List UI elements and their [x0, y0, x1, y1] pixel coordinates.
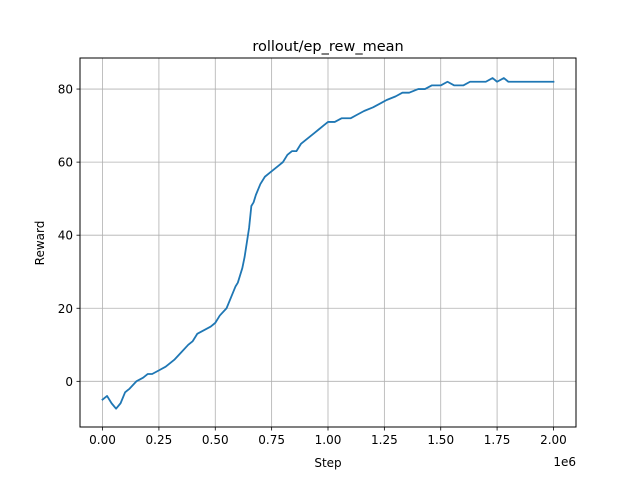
x-tick-label: 1.75 — [484, 433, 511, 447]
y-tick-label: 60 — [58, 156, 73, 170]
series-line — [101, 77, 555, 410]
y-tick-label: 80 — [58, 83, 73, 97]
y-axis-label: Reward — [33, 221, 47, 266]
y-axis-ticks: 0 20 40 60 80 — [58, 83, 80, 389]
x-tick-label: 0.25 — [146, 433, 173, 447]
x-tick-label: 0.00 — [89, 433, 116, 447]
x-tick-label: 2.00 — [540, 433, 567, 447]
chart-title: rollout/ep_rew_mean — [252, 39, 403, 55]
x-tick-label: 1.00 — [315, 433, 342, 447]
y-tick-label: 20 — [58, 302, 73, 316]
grid-lines — [80, 58, 576, 427]
x-axis-label: Step — [314, 456, 341, 470]
series-layer — [101, 77, 555, 410]
x-tick-label: 1.50 — [427, 433, 454, 447]
x-tick-label: 0.50 — [202, 433, 229, 447]
x-tick-label: 1.25 — [371, 433, 398, 447]
y-tick-label: 40 — [58, 229, 73, 243]
x-tick-label: 0.75 — [258, 433, 285, 447]
x-axis-offset-label: 1e6 — [553, 455, 576, 469]
y-tick-label: 0 — [65, 375, 73, 389]
x-axis-ticks: 0.00 0.25 0.50 0.75 1.00 1.25 1.50 1.75 2.00 — [89, 427, 567, 447]
